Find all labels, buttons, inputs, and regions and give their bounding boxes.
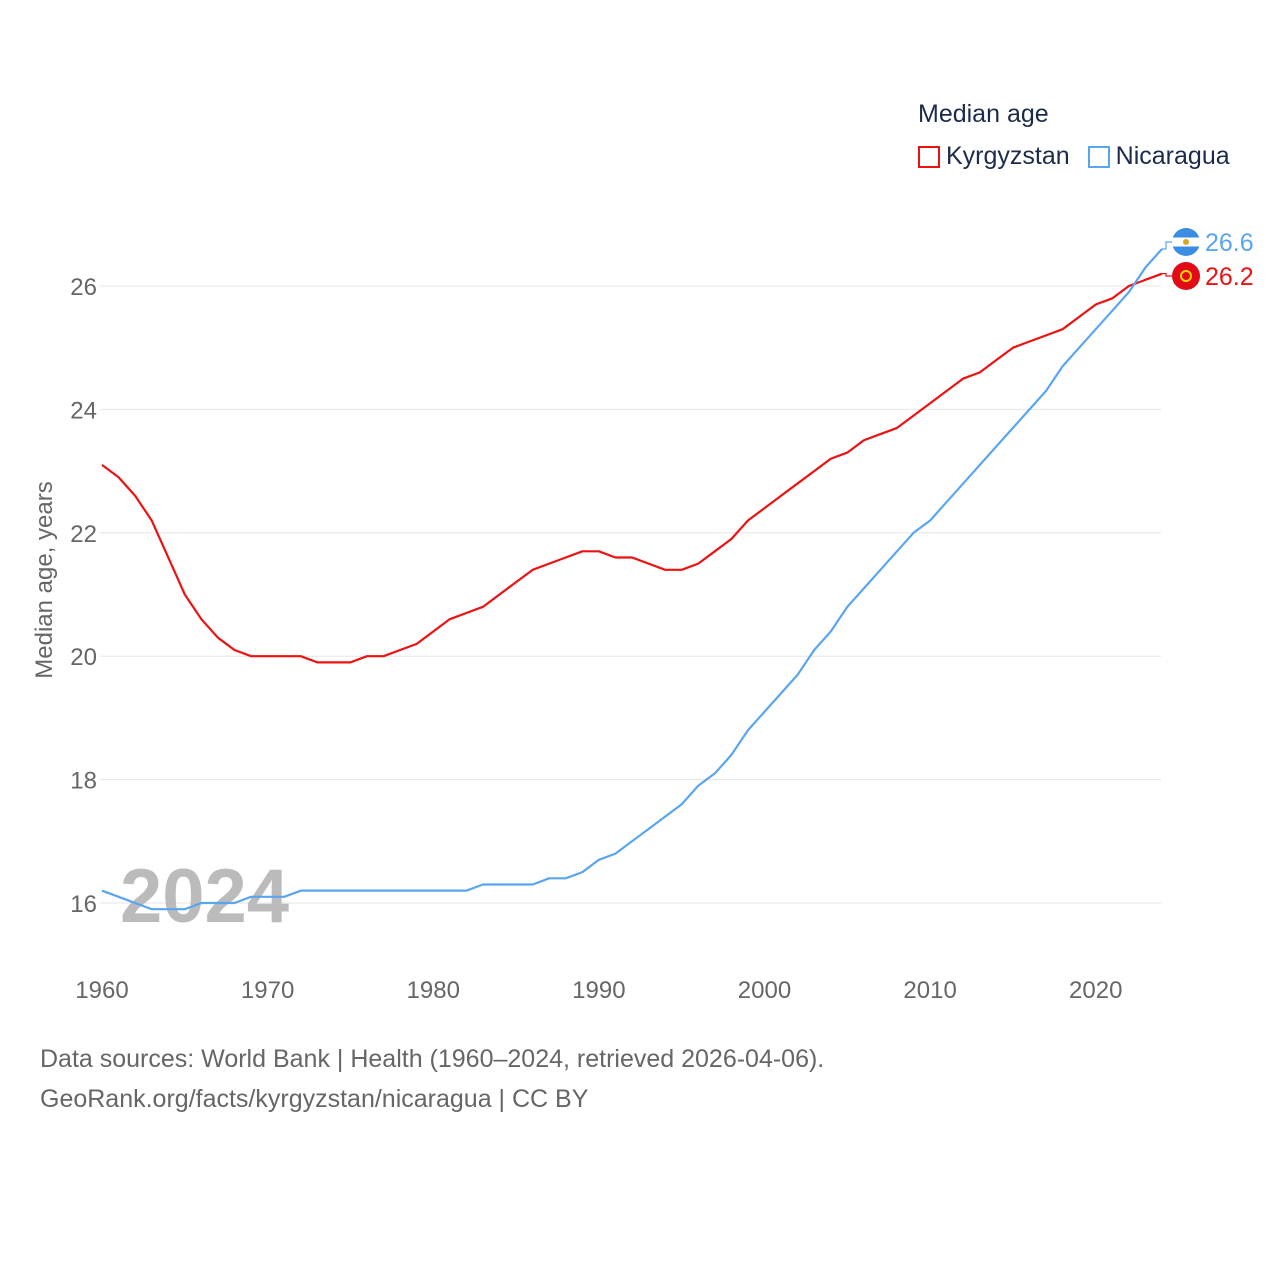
x-tick-label: 2010 [903,977,956,1004]
legend-label: Kyrgyzstan [946,142,1070,170]
end-label-connector [1162,273,1172,277]
x-tick-label: 1960 [75,977,128,1004]
end-value-label: 26.2 [1205,263,1254,291]
legend-title: Median age [918,100,1049,128]
end-label-connector [1162,241,1172,250]
y-tick-label: 24 [70,397,97,424]
x-tick-label: 2000 [738,977,791,1004]
legend-item-kyrgyzstan[interactable]: Kyrgyzstan [918,142,1070,171]
y-tick-label: 22 [70,521,97,548]
series-line-nicaragua [101,248,1163,911]
x-tick-label: 1980 [407,977,460,1004]
legend-swatch [918,145,940,168]
flag-sun-icon [1180,270,1192,282]
y-tick-label: 26 [70,274,97,301]
y-tick-label: 18 [70,768,97,795]
x-tick-label: 1990 [572,977,625,1004]
legend: Kyrgyzstan Nicaragua [918,142,1230,171]
source-link[interactable]: GeoRank.org/facts/kyrgyzstan/nicaragua |… [40,1085,589,1113]
y-tick-label: 20 [70,644,97,671]
source-note: Data sources: World Bank | Health (1960–… [40,1045,825,1073]
flag-emblem-icon [1183,239,1189,245]
legend-label: Nicaragua [1115,142,1230,170]
y-tick-label: 16 [70,891,97,918]
end-value-label: 26.6 [1205,229,1254,257]
legend-item-nicaragua[interactable]: Nicaragua [1087,142,1230,171]
x-tick-label: 2020 [1069,977,1122,1004]
legend-swatch [1087,145,1110,168]
x-tick-label: 1970 [241,977,294,1004]
series-line-kyrgyzstan [101,272,1163,664]
kyrgyzstan-flag-icon [1172,262,1200,290]
y-axis-label: Median age, years [31,481,58,678]
